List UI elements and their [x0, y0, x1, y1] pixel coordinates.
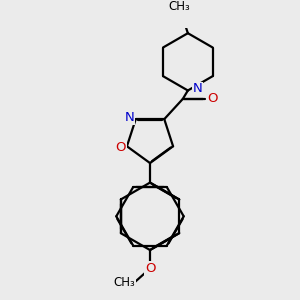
Text: N: N — [192, 82, 202, 95]
Text: N: N — [125, 111, 134, 124]
Text: O: O — [145, 262, 155, 275]
Text: O: O — [207, 92, 217, 105]
Text: CH₃: CH₃ — [169, 0, 190, 13]
Text: O: O — [116, 142, 126, 154]
Text: CH₃: CH₃ — [114, 276, 136, 289]
